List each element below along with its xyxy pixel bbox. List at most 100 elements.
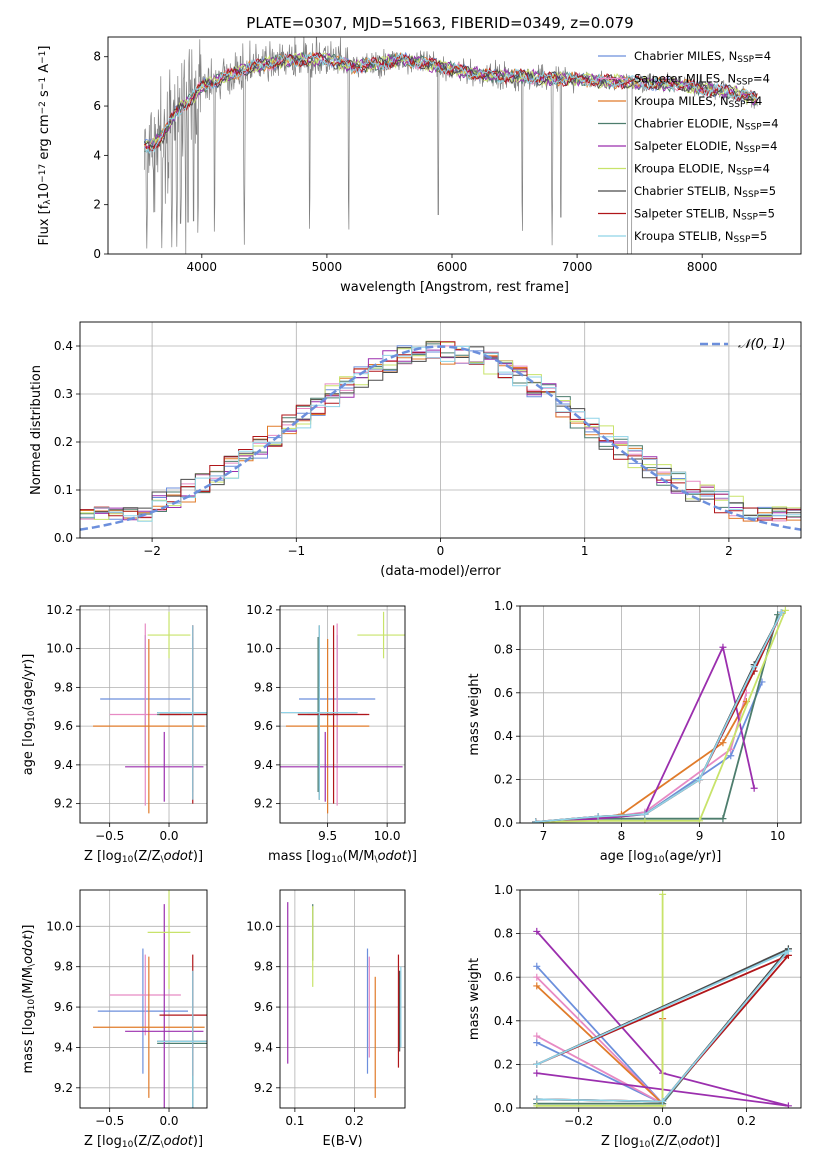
legend-entry-chabrier_stelib: Chabrier STELIB, NSSP=5	[634, 184, 776, 200]
y-tick-label: 0.6	[494, 970, 513, 984]
x-axis-label: Z [log10(Z/Z\odot)]	[84, 1134, 203, 1150]
y-axis-label: age [log10(age/yr)]	[21, 654, 37, 776]
label-segment: wavelength [Angstrom, rest frame]	[340, 280, 569, 295]
label-segment: λ	[43, 199, 53, 205]
y-tick-label: 0.8	[494, 927, 513, 941]
series-kroupa_stelib-line	[536, 950, 790, 1103]
label-segment: Z [log	[601, 1134, 639, 1149]
axes-frame: −2 −1 0 1 2 0.0 0.1 0.2 0.3 0.4 (data-model)/error	[54, 321, 802, 579]
y-tick-label: 9.4	[54, 1040, 73, 1054]
label-segment: 10	[122, 855, 134, 865]
series-kroupa_stelib-marker	[784, 947, 792, 955]
y-tick-label: 10.2	[46, 603, 73, 617]
label-segment: \	[375, 855, 379, 865]
y-tick-label: 4	[93, 148, 101, 162]
axes-border	[79, 889, 208, 1109]
x-tick-label: 10.0	[374, 829, 401, 843]
legend-entry-salpeter_elodie: Salpeter ELODIE, NSSP=4	[634, 139, 777, 155]
label-segment: (age/yr)]	[21, 654, 36, 711]
label-segment: odot	[681, 1134, 711, 1149]
x-axis-label: E(B-V)	[322, 1134, 362, 1149]
series-chabrier_miles-marker	[533, 1039, 541, 1047]
x-tick-label: −0.5	[95, 1114, 124, 1128]
label-segment: (age/yr)]	[664, 849, 721, 864]
label-segment: Kroupa STELIB, N	[634, 229, 734, 243]
label-segment: Z [log	[84, 1134, 122, 1149]
label-segment: odot	[164, 1134, 194, 1149]
label-segment: =4	[761, 139, 778, 153]
errorbar-kroupa_stelib	[157, 625, 207, 800]
label-segment: ]	[37, 46, 52, 51]
errorbar-salpeter_elodie	[125, 904, 204, 1108]
y-tick-label: 0.0	[494, 816, 513, 830]
errorbar-chabrier_miles	[97, 948, 189, 1074]
y-tick-label: 2	[93, 198, 101, 212]
label-segment: Salpeter MILES, N	[634, 72, 736, 86]
y-tick-label: 9.6	[254, 719, 273, 733]
y-tick-label: 0.4	[494, 729, 513, 743]
series-chabrier_stelib-line	[535, 612, 783, 823]
errorbar-salpeter_miles	[109, 954, 181, 1036]
series-salpeter_stelib-line	[535, 612, 783, 823]
label-segment: \	[27, 963, 37, 967]
errorbar-kroupa_miles	[285, 638, 370, 814]
label-segment: 10	[37, 183, 52, 200]
series-chabrier_elodie-marker	[719, 815, 727, 823]
axes-border	[519, 889, 802, 1109]
label-segment: )]	[710, 1134, 720, 1149]
label-segment: \	[161, 855, 165, 865]
label-segment: SSP	[734, 235, 751, 245]
label-segment: =5	[758, 207, 775, 221]
y-tick-label: 6	[93, 99, 101, 113]
plot-area	[287, 902, 402, 1098]
y-tick-label: 0.2	[54, 435, 73, 449]
y-tick-label: 0.2	[494, 1057, 513, 1071]
label-segment: =4	[754, 49, 771, 63]
model-kroupa_stelib-line	[143, 51, 758, 154]
x-tick-label: −0.5	[95, 829, 124, 843]
axes-border	[107, 36, 802, 255]
series-chabrier_miles-marker	[727, 752, 735, 760]
errorbar-kroupa_elodie	[147, 611, 191, 659]
y-tick-label: 9.4	[254, 1040, 273, 1054]
series-kroupa_stelib-marker	[594, 812, 602, 820]
x-axis-label: age [log10(age/yr)]	[600, 849, 722, 865]
label-segment: =5	[759, 184, 776, 198]
label-segment: SSP	[744, 145, 761, 155]
axes-frame: 4000 5000 6000 7000 8000 0 2 4 6 8 wavelength [Ang…	[93, 36, 802, 295]
errorbar-kroupa_stelib	[157, 970, 207, 1108]
series-kroupa_stelib-marker	[532, 818, 540, 823]
label-segment: age [log	[600, 849, 653, 864]
label-segment: A	[37, 64, 52, 77]
panel-weight_vs_Z: −0.2 0.0 0.2 0.0 0.2 0.4 0.6 0.8 1.0 Z [log10(Z/Z…	[467, 883, 802, 1150]
label-segment: Chabrier STELIB, N	[634, 184, 742, 198]
label-segment: Salpeter ELODIE, N	[634, 139, 744, 153]
label-segment: age [log	[21, 722, 36, 775]
panel-mass_vs_Z: −0.5 0.09.29.49.69.810.0Z [log10(Z/Z\odot…	[21, 889, 208, 1150]
label-segment: =4	[762, 117, 779, 131]
label-segment: odot	[164, 849, 194, 864]
plot-area	[533, 890, 792, 1108]
legend-entry-gaussian: 𝒩(0, 1)	[738, 337, 785, 352]
label-segment: SSP	[737, 55, 754, 65]
label-segment: SSP	[736, 78, 753, 88]
label-segment: SSP	[741, 213, 758, 223]
errorbar-kroupa_miles	[93, 638, 205, 814]
y-tick-label: 0.4	[54, 339, 73, 353]
x-tick-label: −0.2	[564, 1114, 593, 1128]
x-tick-label: 2	[725, 544, 733, 558]
grid	[280, 890, 405, 1108]
x-tick-label: 7	[540, 829, 548, 843]
label-segment: Z [log	[84, 849, 122, 864]
label-segment: (Z/Z	[133, 849, 160, 864]
y-axis-label: Flux [fλ10−17 erg cm−2 s−1 A−1]	[37, 46, 53, 246]
label-segment: −1	[38, 77, 48, 90]
label-segment: s	[37, 90, 52, 101]
y-tick-label: 9.4	[254, 758, 273, 772]
plot-area	[532, 606, 789, 823]
x-tick-label: 8	[618, 829, 626, 843]
y-tick-label: 0.3	[54, 387, 73, 401]
